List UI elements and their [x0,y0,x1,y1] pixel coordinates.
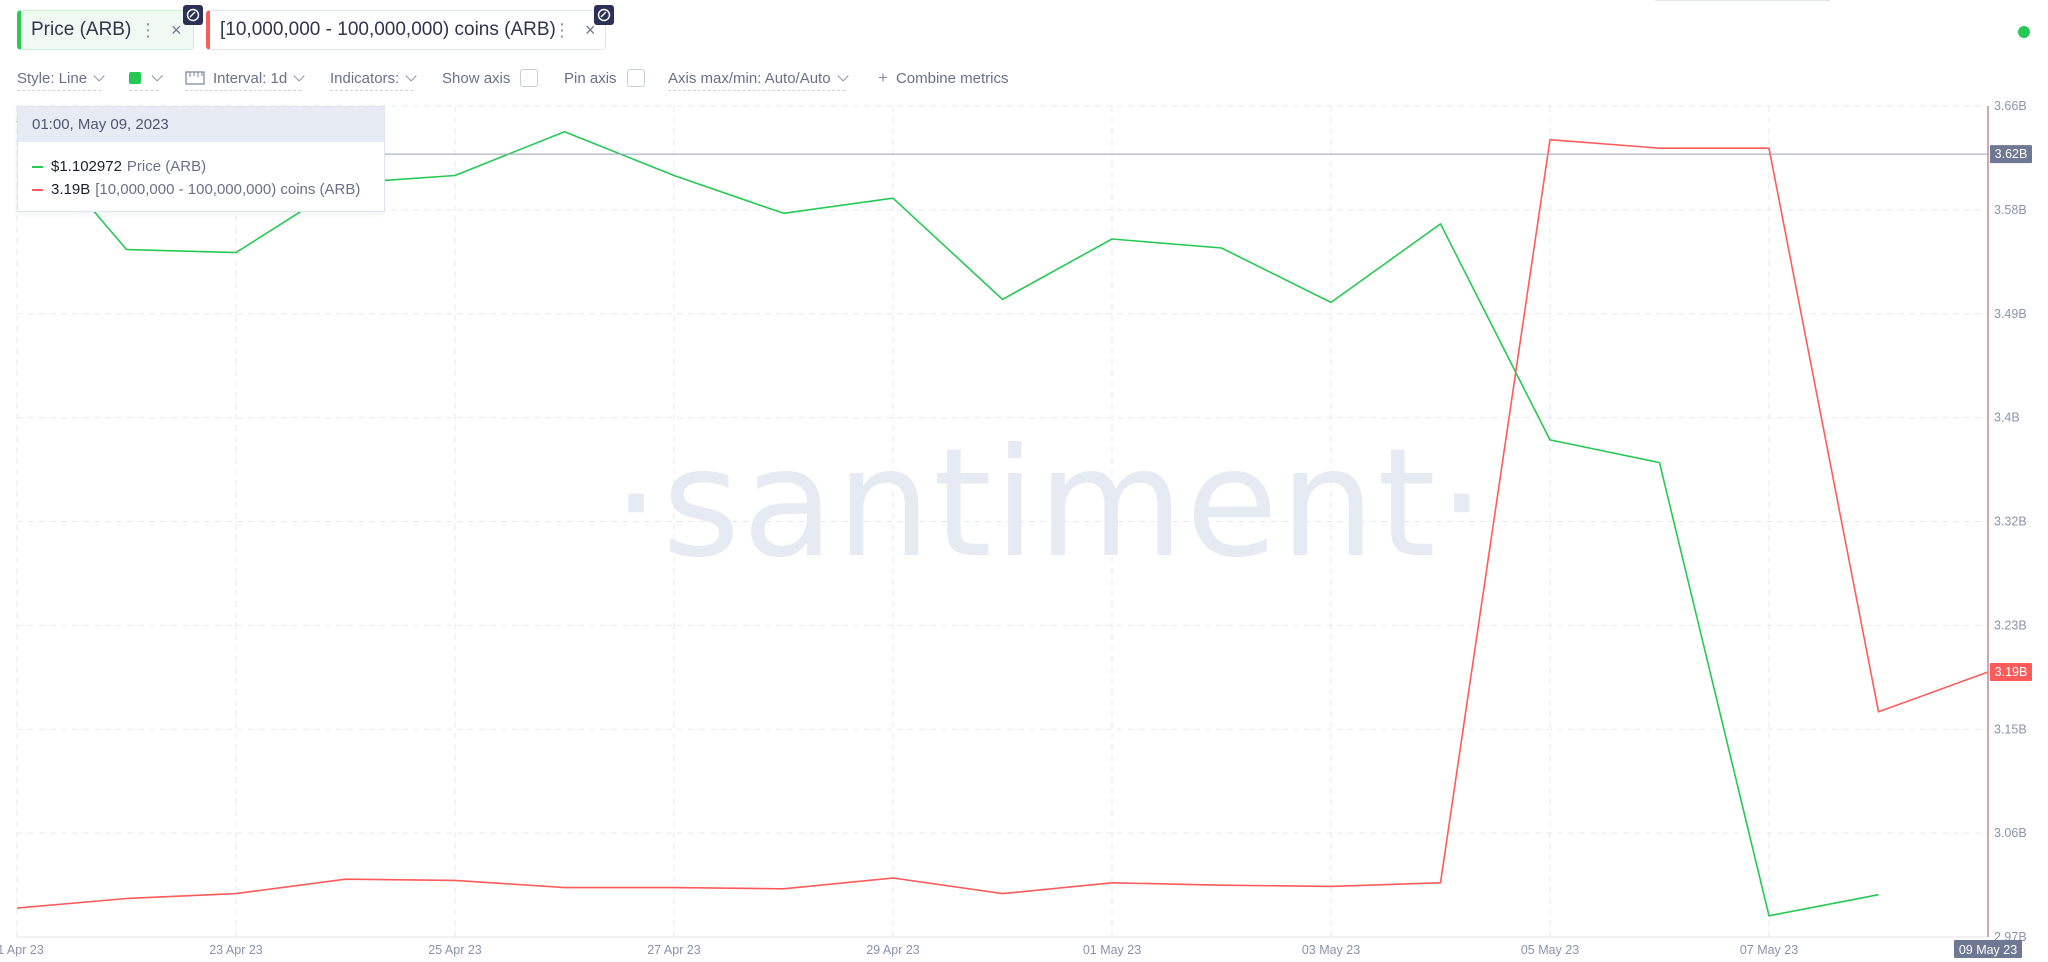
x-axis: 21 Apr 23 23 Apr 23 25 Apr 23 27 Apr 23 29 A… [0,936,1988,957]
close-icon[interactable]: × [585,19,596,40]
tooltip-series-name: Price (ARB) [126,158,207,175]
combine-metrics-button[interactable]: + Combine metrics [878,66,1008,90]
last-value-label: 3.19B [1995,665,2028,679]
pin-axis-checkbox[interactable] [626,69,645,87]
x-tick-label: 07 May 23 [1740,943,1798,957]
combine-metrics-label: Combine metrics [895,69,1009,87]
y-tick-label: 3.49B [1994,307,2027,321]
color-swatch [129,72,141,84]
x-tick-label: 25 Apr 23 [428,943,482,957]
x-tick-label: 27 Apr 23 [647,943,701,957]
tab-label: Price (ARB) [31,19,132,40]
tooltip-row-coins: 3.19B [10,000,000 - 100,000,000) coins (… [32,181,360,198]
indicators-label: Indicators: [330,69,400,87]
indicators-selector[interactable]: Indicators: [330,66,417,91]
crosshair-x-badge [1954,940,2022,958]
top-divider [1655,0,1830,1]
style-selector[interactable]: Style: Line [17,66,105,91]
tooltip-row-price: $1.102972 Price (ARB) [32,158,206,175]
y-tick-label: 3.4B [1994,411,2020,425]
x-tick-label: 05 May 23 [1521,943,1579,957]
plus-icon: + [878,68,888,87]
show-axis-label: Show axis [442,69,511,87]
axis-maxmin-label: Axis max/min: Auto/Auto [668,69,831,87]
tooltip-value: 3.19B [51,181,91,198]
last-value-badge [1990,663,2032,682]
crosshair-y-label: 3.62B [1995,147,2028,161]
interval-selector[interactable]: Interval: 1d [185,66,305,91]
tooltip-series-name: [10,000,000 - 100,000,000) coins (ARB) [95,181,361,198]
project-logo-icon [594,5,614,25]
live-status-dot [2018,26,2030,38]
ruler-icon [185,71,205,85]
series-swatch [32,188,43,191]
y-tick-label: 3.32B [1994,515,2027,529]
color-selector[interactable] [129,66,163,91]
x-tick-label: 23 Apr 23 [209,943,263,957]
more-options-icon[interactable]: ⋮ [553,19,571,40]
crosshair-overlay: 3.62B 3.19B 09 May 23 [17,106,2032,958]
interval-label: Interval: 1d [213,69,288,87]
tab-coins-arb[interactable]: [10,000,000 - 100,000,000) coins (ARB) ⋮… [206,10,606,50]
series-line [16,138,1989,909]
pin-axis-label: Pin axis [564,69,617,87]
y-tick-label: 3.58B [1994,203,2027,217]
x-tick-label: 21 Apr 23 [0,943,44,957]
x-tick-label: 01 May 23 [1083,943,1141,957]
crosshair-x-label: 09 May 23 [1959,943,2017,957]
x-tick-label: 03 May 23 [1302,943,1360,957]
x-tick-label: 29 Apr 23 [866,943,920,957]
project-logo-icon [183,5,203,25]
more-options-icon[interactable]: ⋮ [139,19,157,40]
pin-axis-toggle[interactable]: Pin axis [564,66,645,90]
series-swatch [32,165,43,168]
y-tick-label: 3.66B [1994,99,2027,113]
close-icon[interactable]: × [171,19,182,40]
show-axis-toggle[interactable]: Show axis [442,66,539,90]
y-tick-label: 3.06B [1994,826,2027,840]
y-axis: 2.97B3.06B3.15B3.23B3.32B3.4B3.49B3.58B3… [1987,99,2027,944]
tooltip-title: 01:00, May 09, 2023 [18,107,384,142]
chart-tooltip: 01:00, May 09, 2023 $1.102972 Price (ARB… [17,106,385,212]
santiment-watermark: ·santiment· [612,417,1487,591]
y-tick-label: 3.15B [1994,722,2027,736]
axis-maxmin-selector[interactable]: Axis max/min: Auto/Auto [668,66,849,91]
y-tick-label: 3.23B [1994,618,2027,632]
tab-price-arb[interactable]: Price (ARB) ⋮ × [17,10,194,50]
style-label: Style: Line [17,69,88,87]
crosshair-y-badge [1990,145,2032,164]
tab-label: [10,000,000 - 100,000,000) coins (ARB) [220,19,556,40]
show-axis-checkbox[interactable] [520,69,539,87]
tooltip-value: $1.102972 [51,158,122,175]
